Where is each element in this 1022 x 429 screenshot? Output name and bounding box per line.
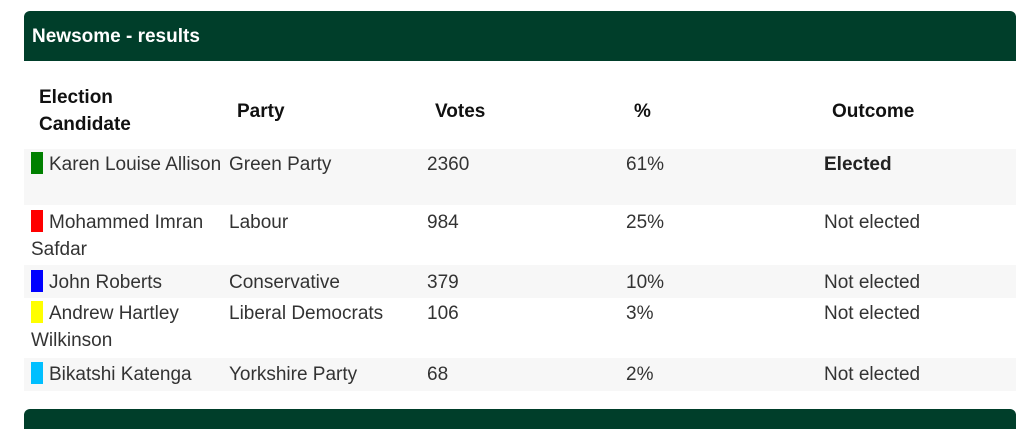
header-candidate: Election Candidate [24, 73, 222, 149]
table-row: Andrew Hartley Wilkinson Liberal Democra… [24, 298, 1016, 358]
results-table: Election Candidate Party Votes % Outcome… [24, 73, 1016, 391]
candidate-cell: Bikatshi Katenga [24, 358, 222, 391]
percent-cell: 2% [619, 358, 817, 391]
header-candidate-line2: Candidate [39, 114, 131, 135]
candidate-name: Andrew Hartley Wilkinson [31, 303, 179, 351]
party-cell: Yorkshire Party [222, 358, 420, 391]
candidate-cell: Andrew Hartley Wilkinson [24, 298, 222, 358]
percent-cell: 3% [626, 303, 654, 324]
party-color-swatch [31, 270, 43, 292]
table-header-row: Election Candidate Party Votes % Outcome [24, 73, 1016, 149]
votes-cell: 984 [427, 212, 459, 233]
party-cell: Labour [229, 212, 289, 233]
party-color-swatch [31, 362, 43, 384]
table-row: Bikatshi Katenga Yorkshire Party 68 2% N… [24, 358, 1016, 391]
header-outcome: Outcome [832, 100, 915, 122]
party-cell: Green Party [222, 149, 420, 205]
header-percent: % [634, 100, 651, 122]
candidate-cell: John Roberts [24, 265, 222, 298]
party-color-swatch [31, 152, 43, 174]
table-row: Mohammed Imran Safdar Labour 984 25% Not… [24, 205, 1016, 265]
candidate-name: Karen Louise Allison [49, 154, 222, 175]
outcome-cell: Not elected [817, 265, 1016, 298]
candidate-name: John Roberts [49, 272, 163, 293]
outcome-cell: Elected [817, 149, 1016, 205]
panel-title: Newsome - results [24, 11, 1016, 61]
outcome-cell: Not elected [824, 303, 921, 324]
votes-cell: 106 [427, 303, 459, 324]
header-party: Party [237, 100, 285, 122]
party-cell: Conservative [222, 265, 420, 298]
party-cell: Liberal Democrats [229, 303, 384, 324]
percent-cell: 25% [626, 212, 665, 233]
results-panel: Newsome - results Election Candidate Par… [24, 11, 1016, 391]
percent-cell: 10% [619, 265, 817, 298]
percent-cell: 61% [619, 149, 817, 205]
header-votes: Votes [435, 100, 486, 122]
next-panel-header [24, 409, 1016, 429]
party-color-swatch [31, 301, 43, 323]
outcome-cell: Not elected [817, 358, 1016, 391]
table-row: Karen Louise Allison Green Party 2360 61… [24, 149, 1016, 205]
candidate-cell: Karen Louise Allison [24, 149, 222, 205]
votes-cell: 379 [420, 265, 619, 298]
candidate-cell: Mohammed Imran Safdar [24, 205, 222, 265]
votes-cell: 68 [420, 358, 619, 391]
header-candidate-line1: Election [39, 87, 113, 108]
outcome-cell: Not elected [824, 212, 921, 233]
candidate-name: Bikatshi Katenga [49, 364, 192, 385]
candidate-name: Mohammed Imran Safdar [31, 212, 204, 260]
party-color-swatch [31, 210, 43, 232]
table-row: John Roberts Conservative 379 10% Not el… [24, 265, 1016, 298]
votes-cell: 2360 [420, 149, 619, 205]
